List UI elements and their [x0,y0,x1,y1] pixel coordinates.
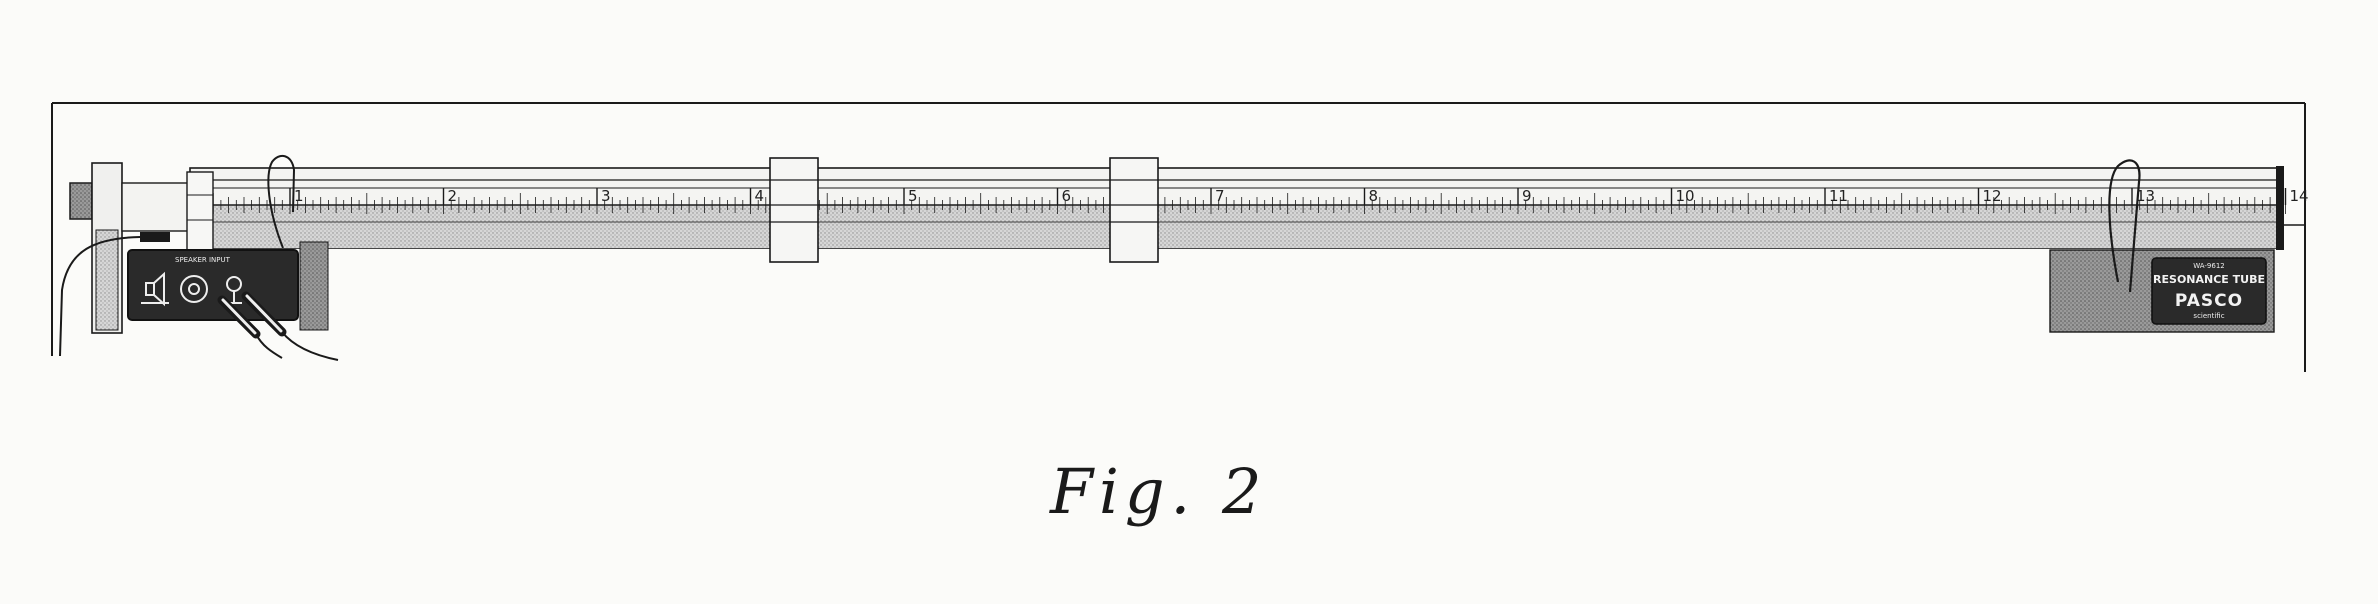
left-stand [267,154,329,331]
ruler-label: 4 [755,187,765,205]
speaker-icon [141,271,169,307]
speaker-control-panel: SPEAKER INPUT [127,249,339,361]
figure-caption: Fig. 2 [1050,455,1268,528]
input-jack-icon [180,275,208,303]
ruler-label: 12 [1983,187,2002,205]
ruler-label: 10 [1676,187,1695,205]
ruler-label: 9 [1522,187,1532,205]
label-model-text: WA-9612 [2193,262,2225,270]
label-subtitle-text: scientific [2193,312,2224,320]
speaker-panel-text: SPEAKER INPUT [175,256,231,264]
ruler-label: 3 [601,187,611,205]
clamp-2 [1109,157,1159,263]
ruler-label: 11 [1829,187,1848,205]
label-title-text: RESONANCE TUBE [2153,273,2265,286]
ruler-labels: 1 2 3 4 5 6 7 8 9 10 11 12 13 14 [294,187,2309,205]
ruler-label: 7 [1215,187,1225,205]
ruler-label: 5 [908,187,918,205]
ruler-label: 2 [448,187,458,205]
tube [189,166,2305,250]
clamp-1 [769,157,819,263]
frame [51,102,2306,372]
resonance-tube-label-plate: WA-9612 RESONANCE TUBE PASCO scientific [2151,257,2267,325]
ruler-label: 13 [2136,187,2155,205]
ruler-label: 14 [2290,187,2309,205]
label-brand-logo: PASCO [2175,291,2243,311]
cable-plugs [217,291,339,361]
ruler-label: 6 [1062,187,1072,205]
piston-assembly [59,162,214,357]
ruler-label: 1 [294,187,304,205]
ruler-label: 8 [1369,187,1379,205]
